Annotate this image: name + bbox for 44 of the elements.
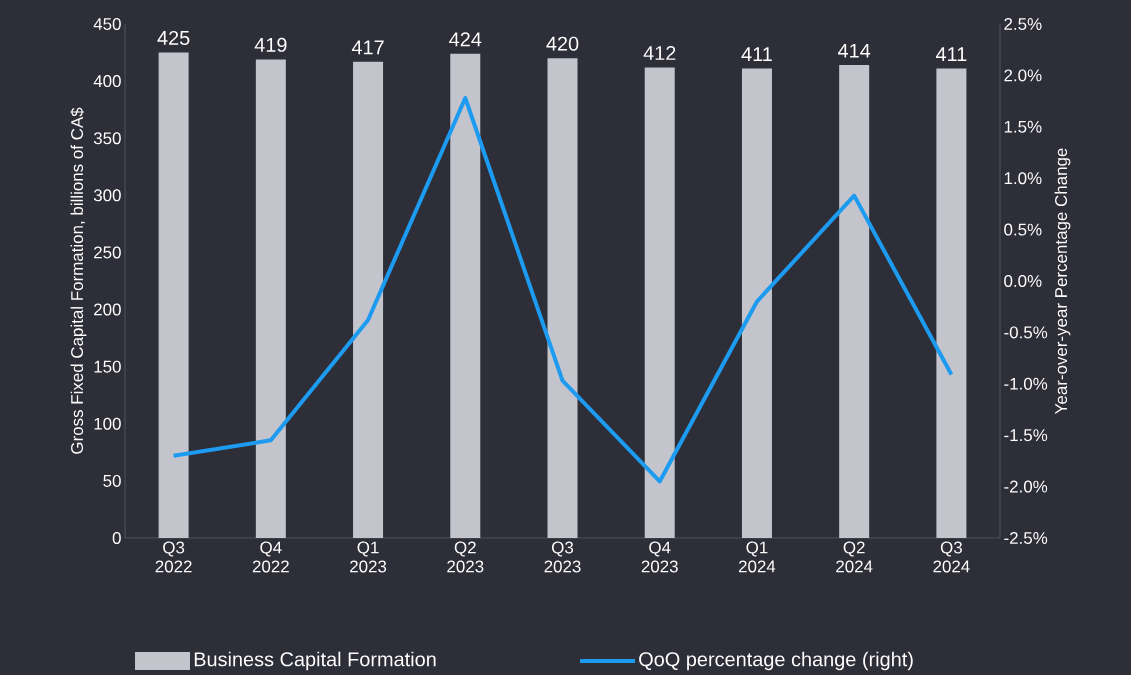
data-label: 411: [935, 47, 967, 62]
y2-tick-label: -2.5%: [1004, 531, 1048, 544]
y-tick-label: 350: [93, 132, 121, 145]
y-tick-label: 0: [112, 531, 121, 544]
y-axis-title: Gross Fixed Capital Formation, billions of CA$: [70, 107, 87, 454]
y2-tick-label: 2.0%: [1004, 69, 1042, 82]
x-tick-label: Q3 2024: [933, 541, 970, 573]
data-label: 424: [449, 32, 482, 47]
data-label: 411: [741, 47, 772, 62]
y2-tick-label: -0.5%: [1004, 326, 1048, 339]
x-tick-label: Q1 2023: [350, 541, 387, 573]
x-tick-label: Q3 2022: [155, 541, 192, 573]
y-tick-label: 200: [94, 303, 121, 316]
y-tick-label: 150: [94, 360, 121, 373]
y2-tick-label: -1.5%: [1004, 429, 1048, 442]
y2-tick-label: 2.5%: [1004, 17, 1042, 30]
x-tick-label: Q4 2022: [252, 541, 289, 573]
y2-tick-label: 1.5%: [1004, 120, 1042, 133]
y-tick-label: 100: [94, 417, 121, 430]
y-tick-label: 50: [103, 474, 121, 487]
data-label: 419: [254, 37, 287, 52]
x-tick-label: Q3 2023: [544, 541, 581, 573]
y-tick-label: 450: [93, 17, 121, 30]
y-tick-label: 400: [93, 75, 121, 88]
y2-tick-label: 0.5%: [1004, 223, 1042, 236]
data-label: 417: [351, 40, 384, 55]
y2-tick-label: -2.0%: [1004, 480, 1048, 493]
y-tick-label: 300: [93, 189, 121, 202]
y2-axis-title: Year-over-year Percentage Change: [1054, 148, 1071, 414]
data-label: 414: [838, 43, 871, 58]
y2-tick-label: 1.0%: [1004, 172, 1042, 185]
line-series: [171, 96, 954, 484]
data-label: 420: [546, 36, 579, 51]
x-tick-label: Q2 2024: [836, 541, 873, 573]
y2-tick-label: -1.0%: [1004, 377, 1048, 390]
y2-tick-label: 0.0%: [1004, 274, 1042, 287]
x-tick-label: Q1 2024: [738, 541, 776, 573]
data-label: 412: [643, 45, 676, 60]
data-label: 425: [157, 30, 190, 46]
x-tick-label: Q2 2023: [447, 541, 484, 573]
legend-label: QoQ percentage change (right): [639, 651, 913, 671]
x-tick-label: Q4 2023: [641, 541, 678, 573]
legend-label: Business Capital Formation: [194, 651, 436, 671]
y-tick-label: 250: [94, 246, 121, 259]
